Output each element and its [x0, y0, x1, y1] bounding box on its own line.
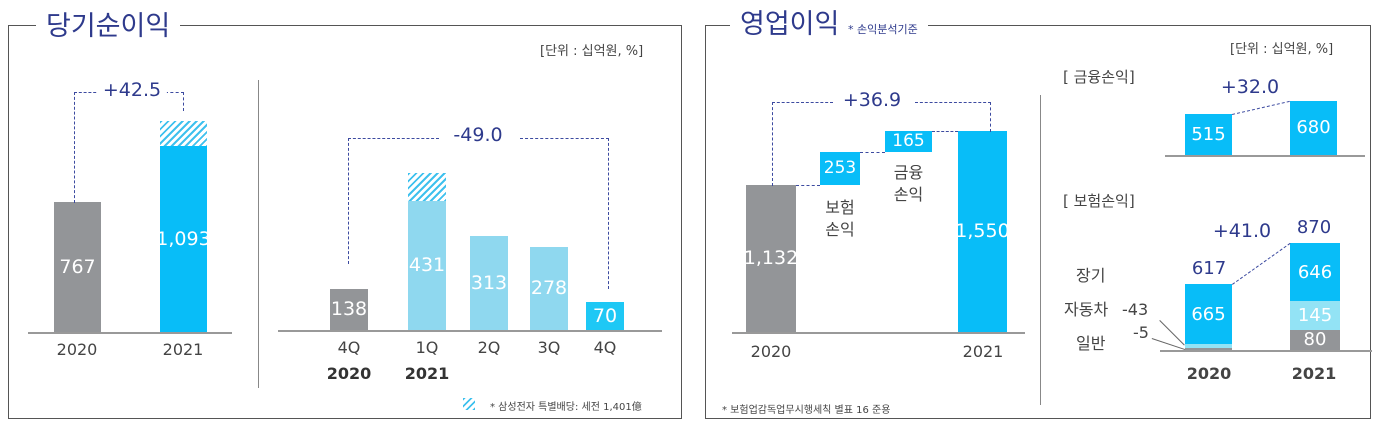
segment-general: 80 — [1290, 329, 1340, 350]
x-tick-label: 4Q — [593, 338, 617, 357]
category-label: 금융 손익 — [893, 162, 924, 204]
operating-income-unit: [단위 : 십억원, %] — [1230, 42, 1334, 57]
financial-income-heading: [ 금융손익] — [1063, 68, 1135, 86]
operating-income-subtitle: * 손익분석기준 — [847, 23, 918, 36]
bar-quarter: 138 — [330, 288, 368, 330]
change-label: +32.0 — [1214, 76, 1286, 98]
x-tick-label: 2020 — [750, 342, 792, 361]
x-tick-label: 2021 — [962, 342, 1004, 361]
x-tick-label: 2021 — [162, 340, 204, 359]
bar-2021: 1,550 — [955, 130, 1010, 332]
net-income-panel — [8, 25, 682, 419]
operating-income-footnote: * 보험업감독업무시행세칙 별표 16 준용 — [722, 405, 891, 416]
dashed-connector — [915, 102, 991, 132]
bar-quarter: 431 — [408, 200, 446, 330]
dashed-connector — [772, 102, 833, 186]
value-label: -43 — [1122, 300, 1149, 319]
x-tick-year: 2021 — [404, 364, 450, 383]
bar-quarter: 70 — [586, 302, 624, 330]
segment-auto — [1185, 344, 1232, 348]
insurance-baseline — [1160, 350, 1372, 352]
divider — [258, 80, 259, 388]
value-label: -5 — [1133, 323, 1149, 342]
operating-income-title: 영업이익 — [740, 9, 840, 40]
segment-auto: 145 — [1290, 301, 1340, 330]
x-tick-label: 2020 — [1186, 364, 1232, 383]
financial-baseline — [1165, 155, 1365, 157]
waterfall-baseline — [732, 332, 1025, 334]
series-label: 일반 — [1076, 334, 1106, 353]
dashed-connector — [165, 92, 184, 111]
quarterly-baseline — [278, 330, 662, 332]
change-label: -49.0 — [447, 124, 509, 146]
category-label: 보험 손익 — [825, 197, 855, 239]
x-tick-label: 2020 — [56, 340, 98, 359]
bar-2021: 680 — [1290, 100, 1337, 155]
segment-general — [1185, 348, 1232, 350]
bar-2020: 515 — [1185, 113, 1232, 155]
change-label: +41.0 — [1212, 220, 1272, 242]
divider — [1040, 95, 1041, 405]
operating-income-title-wrap: 영업이익 * 손익분석기준 — [730, 2, 928, 41]
annual-baseline — [28, 332, 232, 334]
hatched-dividend-portion — [408, 172, 446, 201]
bar-2020: 1,132 — [744, 184, 798, 332]
bar-financial-income: 165 — [885, 130, 932, 152]
x-tick-label: 1Q — [415, 338, 439, 357]
bar-2020: 767 — [54, 201, 101, 332]
x-tick-label: 3Q — [537, 338, 561, 357]
net-income-footnote: * 삼성전자 특별배당: 세전 1,401億 — [490, 402, 642, 413]
dashed-connector — [932, 130, 958, 132]
segment-long-term: 665 — [1185, 284, 1232, 344]
hatch-legend-icon — [463, 398, 475, 410]
dashed-connector — [860, 151, 885, 153]
insurance-income-heading: [ 보험손익] — [1063, 192, 1135, 210]
bar-quarter: 313 — [470, 236, 508, 330]
change-label: +42.5 — [96, 79, 168, 101]
segment-long-term: 646 — [1290, 242, 1340, 302]
total-label: 870 — [1296, 216, 1332, 238]
x-tick-label: 4Q — [337, 338, 361, 357]
bar-2021: 1,093 — [156, 146, 211, 332]
dashed-connector — [520, 138, 609, 289]
series-label: 장기 — [1076, 266, 1106, 285]
dashed-connector — [796, 184, 820, 186]
x-tick-label: 2021 — [1291, 364, 1337, 383]
x-tick-label: 2Q — [477, 338, 501, 357]
series-label: 자동차 — [1064, 300, 1109, 319]
x-tick-year: 2020 — [326, 364, 372, 383]
hatched-dividend-portion — [160, 121, 207, 147]
dashed-connector — [74, 92, 101, 203]
net-income-title: 당기순이익 — [36, 4, 181, 43]
total-label: 617 — [1191, 258, 1227, 280]
net-income-unit: [단위 : 십억원, %] — [540, 44, 644, 59]
operating-income-panel — [705, 25, 1371, 419]
dashed-connector — [348, 138, 439, 264]
bar-quarter: 278 — [530, 246, 568, 330]
bar-insurance-income: 253 — [820, 151, 860, 185]
change-label: +36.9 — [836, 89, 908, 111]
